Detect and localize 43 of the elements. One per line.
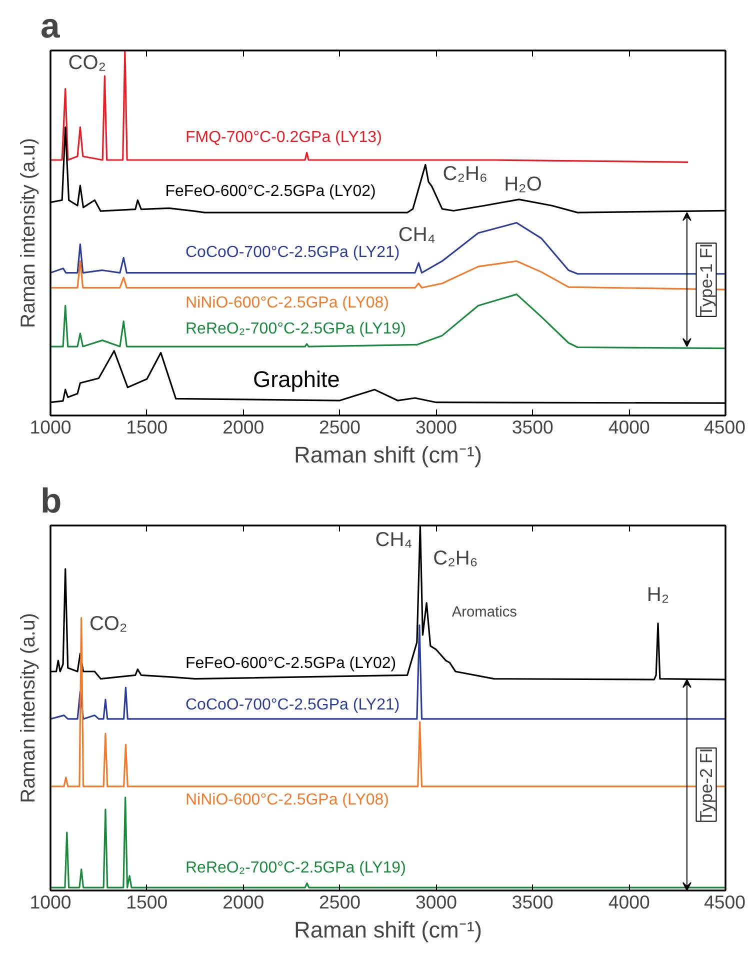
x-tick-label: 3500 — [512, 416, 554, 438]
x-tick-label: 4000 — [608, 892, 650, 912]
annotation: CO₂ — [68, 52, 106, 74]
annotation: Aromatics — [452, 604, 518, 620]
series-label: CoCoO-700°C-2.5GPa (LY21) — [186, 244, 400, 262]
x-tick-label: 2500 — [319, 892, 361, 912]
x-tick-label: 1000 — [30, 416, 72, 438]
annotation: CH₄ — [375, 529, 412, 552]
x-axis-title: Raman shift (cm⁻¹) — [294, 916, 482, 942]
x-tick-label: 3000 — [415, 416, 457, 438]
x-tick-label: 2000 — [222, 892, 264, 912]
chart-title: a — [40, 8, 60, 46]
series-label: FMQ-700°C-0.2GPa (LY13) — [186, 128, 382, 146]
annotation: Type-1 FI — [696, 243, 716, 316]
series-label: FeFeO-600°C-2.5GPa (LY02) — [165, 182, 376, 200]
chart-title: b — [40, 482, 62, 520]
x-tick-label: 1500 — [126, 892, 168, 912]
annotation: C₂H₆ — [442, 162, 488, 185]
x-tick-label: 4000 — [608, 416, 650, 438]
y-axis-title: Raman intensity (a.u) — [18, 612, 40, 804]
x-tick-label: 2000 — [222, 416, 264, 438]
series-label: FeFeO-600°C-2.5GPa (LY02) — [186, 655, 396, 672]
x-tick-label: 2500 — [319, 416, 361, 438]
annotation: H₂O — [504, 173, 542, 196]
x-tick-label: 3500 — [512, 892, 554, 912]
series-label: NiNiO-600°C-2.5GPa (LY08) — [186, 791, 390, 808]
x-axis-title: Raman shift (cm⁻¹) — [294, 442, 482, 468]
series-label: ReReO₂-700°C-2.5GPa (LY19) — [186, 320, 406, 338]
annotation: Type-2 FI — [696, 748, 716, 822]
annotation: C₂H₆ — [433, 547, 478, 570]
series-label: CoCoO-700°C-2.5GPa (LY21) — [186, 696, 400, 714]
x-tick-label: 4500 — [704, 892, 746, 912]
series-label: NiNiO-600°C-2.5GPa (LY08) — [186, 294, 390, 312]
x-tick-label: 3000 — [415, 892, 457, 912]
annotation: CO₂ — [89, 613, 128, 635]
x-tick-label: 1000 — [30, 892, 72, 912]
x-tick-label: 4500 — [704, 416, 746, 438]
x-tick-label: 1500 — [126, 416, 168, 438]
annotation: CH₄ — [398, 224, 436, 246]
annotation: H₂ — [646, 584, 670, 606]
series-label: Graphite — [253, 366, 340, 392]
series-label: ReReO₂-700°C-2.5GPa (LY19) — [186, 860, 406, 877]
y-axis-title: Raman intensity (a.u) — [18, 138, 40, 328]
